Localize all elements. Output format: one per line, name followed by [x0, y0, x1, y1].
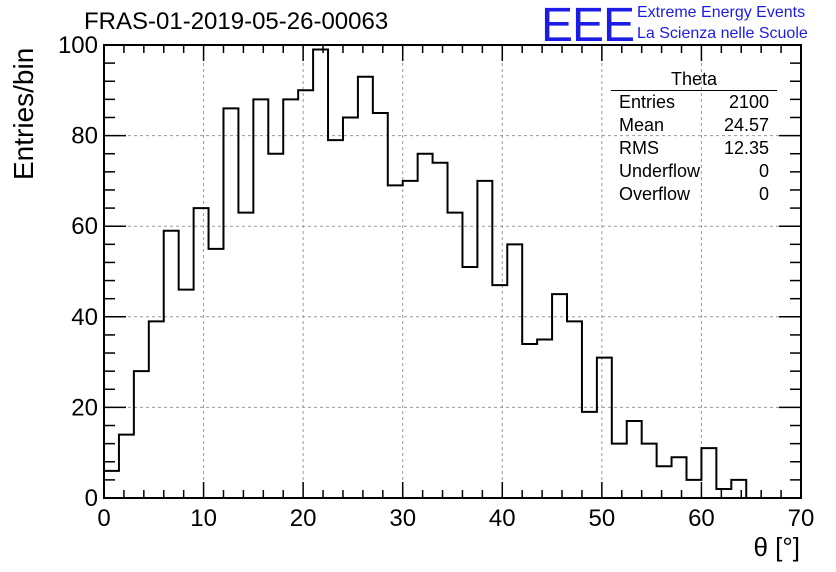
x-tick-label: 50 [589, 505, 616, 532]
histogram-bin [627, 421, 642, 498]
x-axis-label: θ [°] [753, 532, 800, 562]
histogram-bin [492, 285, 507, 498]
histogram-bin [567, 321, 582, 498]
plot-frame [103, 44, 802, 499]
histogram-bin [194, 208, 209, 498]
histogram-bin [448, 213, 463, 498]
histogram-bin [358, 77, 373, 498]
histogram-bin [657, 466, 672, 498]
histogram-bin [552, 294, 567, 498]
logo-line-2: La Scienza nelle Scuole [637, 25, 808, 42]
histogram-bin [462, 267, 477, 498]
histogram-bin [537, 339, 552, 498]
stats-box: Theta Entries 2100 Mean 24.57 RMS 12.35 … [611, 68, 777, 206]
plot-border [103, 44, 802, 499]
logo-line-1: Extreme Energy Events [637, 4, 806, 21]
histogram-bin [283, 99, 298, 498]
y-tick-label: 0 [85, 485, 98, 512]
tick-labels: 0 10 20 30 40 50 60 70 0 20 40 60 80 100 [58, 32, 814, 532]
y-tick-label: 60 [71, 213, 98, 240]
histogram-bin [686, 480, 701, 498]
stats-value: 24.57 [723, 115, 769, 135]
histogram-bin [373, 113, 388, 498]
histogram-bin [313, 50, 328, 498]
y-tick-label: 20 [71, 394, 98, 421]
histogram-bin [238, 213, 253, 498]
histogram-bin [253, 99, 268, 498]
histogram-bin [328, 140, 343, 498]
histogram-bin [388, 185, 403, 498]
x-tick-label: 10 [190, 505, 217, 532]
histogram-bin [268, 154, 283, 498]
axis-ticks [103, 44, 802, 499]
histogram-bin [612, 444, 627, 498]
histogram-line [104, 48, 748, 498]
histogram-bin [418, 154, 433, 498]
histogram-bin [119, 435, 134, 498]
stats-label: Underflow [619, 161, 701, 181]
y-tick-label: 80 [71, 123, 98, 150]
y-tick-label: 40 [71, 304, 98, 331]
stats-label: Overflow [619, 184, 691, 204]
histogram-bin [582, 412, 597, 498]
stats-row-entries: Entries 2100 [611, 91, 777, 114]
stats-row-underflow: Underflow 0 [611, 160, 777, 183]
histogram-bin [597, 358, 612, 498]
stats-value: 0 [758, 184, 769, 204]
histogram-bin [179, 290, 194, 498]
histogram-bin [507, 244, 522, 498]
stats-row-rms: RMS 12.35 [611, 137, 777, 160]
histogram-bin [433, 163, 448, 498]
histogram-bin [731, 480, 746, 498]
stats-label: Entries [619, 92, 676, 112]
x-tick-label: 20 [290, 505, 317, 532]
y-axis-label: Entries/bin [8, 47, 39, 180]
histogram-bin [343, 117, 358, 498]
grid-layer [104, 45, 801, 498]
x-tick-label: 30 [389, 505, 416, 532]
eee-logo: EEE [541, 0, 635, 52]
stats-row-overflow: Overflow 0 [611, 183, 777, 206]
stats-value: 2100 [728, 92, 769, 112]
histogram-bin [149, 321, 164, 498]
x-tick-label: 40 [489, 505, 516, 532]
histogram-bin [209, 249, 224, 498]
histogram-bin [403, 181, 418, 498]
stats-label: Mean [619, 115, 665, 135]
histogram-bin [104, 471, 119, 498]
stats-box-title: Theta [611, 68, 777, 91]
histogram-bin [298, 90, 313, 498]
histogram-bin [223, 108, 238, 498]
x-tick-label: 60 [688, 505, 715, 532]
stats-value: 0 [758, 161, 769, 181]
histogram-bin [134, 371, 149, 498]
histogram-bin [164, 231, 179, 498]
stats-row-mean: Mean 24.57 [611, 114, 777, 137]
stats-value: 12.35 [723, 138, 769, 158]
histogram-bin [672, 457, 687, 498]
histogram-bin [701, 448, 716, 498]
histogram-bin [716, 489, 731, 498]
stats-label: RMS [619, 138, 659, 158]
histogram-bin [477, 181, 492, 498]
x-tick-label: 70 [788, 505, 815, 532]
chart-title: FRAS-01-2019-05-26-00063 [84, 8, 389, 35]
histogram-bin [642, 444, 657, 498]
x-tick-label: 0 [97, 505, 110, 532]
histogram-bin [522, 344, 537, 498]
y-tick-label: 100 [58, 32, 98, 59]
